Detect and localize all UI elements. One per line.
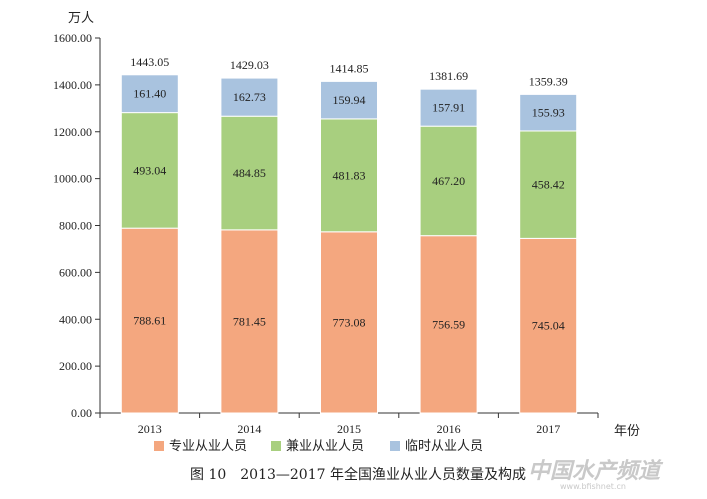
bar-value-label: 788.61: [133, 314, 166, 328]
y-tick-label: 800.00: [59, 219, 92, 233]
bar-segment: [519, 237, 578, 414]
x-tick-label: 2016: [437, 422, 461, 436]
x-axis-unit: 年份: [614, 424, 640, 439]
bar-total-label: 1359.39: [529, 74, 568, 88]
legend-swatch: [390, 441, 400, 451]
y-tick-label: 200.00: [59, 359, 92, 373]
bar-value-label: 484.85: [233, 166, 266, 180]
bar-value-label: 159.94: [333, 93, 366, 107]
bar-segment: [120, 227, 179, 414]
y-tick-label: 600.00: [59, 265, 92, 279]
x-tick-label: 2014: [237, 422, 261, 436]
bar-total-label: 1429.03: [230, 58, 269, 72]
legend-label: 专业从业人员: [169, 439, 247, 454]
bar-segment: [320, 118, 378, 233]
legend-label: 临时从业人员: [405, 439, 483, 454]
y-axis-unit: 万人: [68, 11, 94, 26]
bar-value-label: 157.91: [432, 101, 465, 115]
y-tick-label: 1200.00: [53, 125, 92, 139]
bar-value-label: 756.59: [432, 317, 465, 331]
y-tick-label: 1000.00: [53, 172, 92, 186]
x-ticks: 2013 2014 2015 2016 2017: [99, 413, 599, 436]
bar-value-label: 162.73: [233, 90, 266, 104]
y-tick-label: 0.00: [71, 406, 92, 420]
x-tick-label: 2015: [337, 422, 361, 436]
y-ticks: 0.00 200.00 400.00 600.00 800.00 1000.00 1200.…: [53, 31, 100, 420]
chart-caption: 图 10 2013—2017 年全国渔业从业人员数量及构成: [190, 466, 526, 483]
data-labels: 788.61 493.04 161.40 1443.05 781.45 484.85 162…: [130, 55, 567, 333]
bar-segment: [519, 93, 578, 132]
bar-segment: [220, 77, 279, 117]
bar-value-label: 481.83: [333, 168, 366, 182]
bar-segment: [120, 112, 179, 229]
bar-total-label: 1414.85: [330, 61, 369, 75]
bar-segment: [320, 80, 378, 120]
watermark-logo: 中国水产频道: [528, 458, 664, 484]
x-tick-label: 2013: [138, 422, 162, 436]
y-tick-label: 400.00: [59, 312, 92, 326]
watermark-url: www.bfishnet.cn: [560, 482, 626, 491]
bar-total-label: 1443.05: [130, 55, 169, 69]
bar-value-label: 155.93: [532, 106, 565, 120]
legend-swatch: [271, 441, 281, 451]
bar-segment: [220, 229, 279, 414]
bar-value-label: 161.40: [133, 87, 166, 101]
bar-value-label: 781.45: [233, 314, 266, 328]
bar-segment: [519, 130, 578, 239]
bar-segment: [419, 88, 478, 127]
bar-value-label: 773.08: [333, 315, 366, 329]
bars: [120, 74, 578, 414]
bar-segment: [120, 74, 179, 114]
bar-value-label: 467.20: [432, 174, 465, 188]
y-tick-label: 1600.00: [53, 31, 92, 45]
bar-segment: [419, 235, 478, 414]
bar-value-label: 745.04: [532, 319, 565, 333]
legend-label: 兼业从业人员: [286, 439, 364, 454]
x-tick-label: 2017: [536, 422, 560, 436]
bar-value-label: 493.04: [133, 163, 166, 177]
bar-segment: [220, 115, 279, 231]
legend-swatch: [154, 441, 164, 451]
bar-value-label: 458.42: [532, 178, 565, 192]
legend: 专业从业人员 兼业从业人员 临时从业人员: [154, 439, 483, 454]
bar-total-label: 1381.69: [429, 69, 468, 83]
y-tick-label: 1400.00: [53, 78, 92, 92]
